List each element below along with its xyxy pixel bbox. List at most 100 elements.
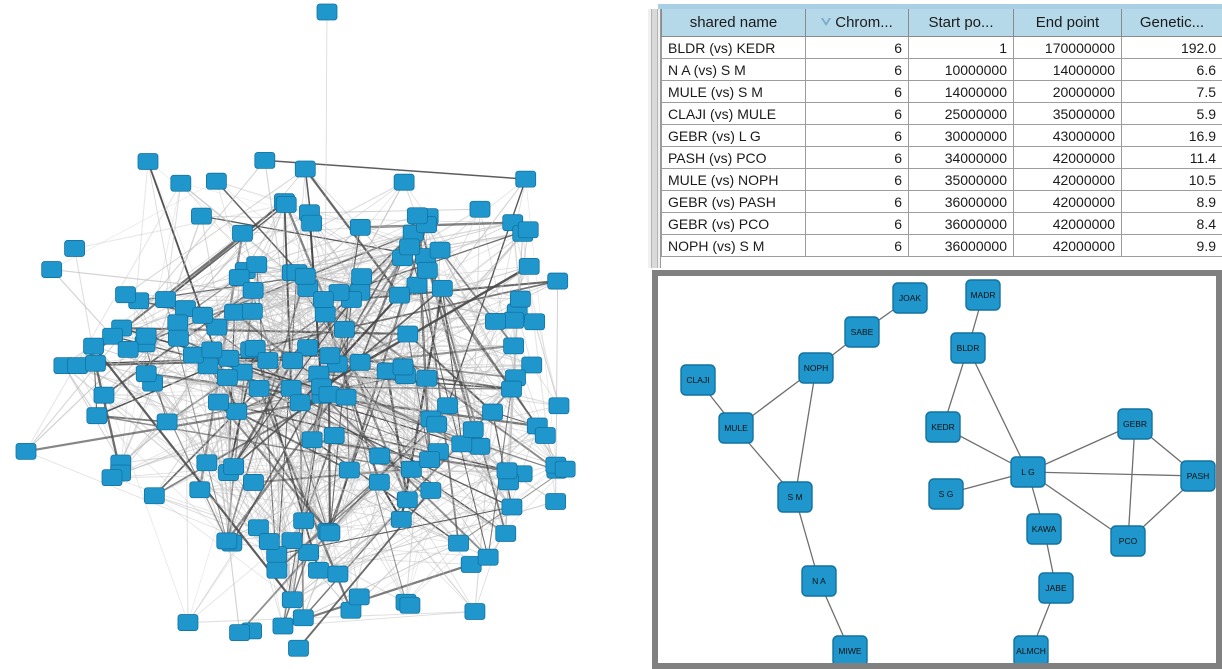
node-box[interactable]: [216, 369, 238, 386]
network-node[interactable]: [429, 241, 451, 259]
network-node[interactable]: [554, 460, 576, 478]
network-node[interactable]: SABE: [844, 316, 880, 348]
network-node[interactable]: [170, 174, 192, 192]
node-box[interactable]: [297, 339, 319, 357]
node-box[interactable]: [393, 173, 415, 191]
node-box[interactable]: [1013, 635, 1049, 663]
network-node[interactable]: [495, 525, 517, 542]
network-node[interactable]: [416, 369, 438, 387]
network-node[interactable]: S G: [928, 478, 964, 510]
node-box[interactable]: [503, 337, 525, 355]
node-box[interactable]: [93, 386, 115, 404]
node-box[interactable]: [191, 207, 212, 225]
network-node[interactable]: [294, 160, 316, 178]
sub-network-canvas[interactable]: JOAK SABE NOPH CLAJI MULE S M N A MIWE MADR BLDR K…: [658, 276, 1216, 663]
node-box[interactable]: [218, 349, 240, 367]
node-box[interactable]: [246, 256, 268, 274]
node-box[interactable]: [1180, 460, 1216, 492]
node-box[interactable]: [314, 305, 336, 323]
network-node[interactable]: [547, 272, 569, 290]
network-node[interactable]: [338, 461, 360, 479]
network-node[interactable]: [503, 311, 525, 329]
network-node[interactable]: [524, 313, 546, 331]
network-node[interactable]: [399, 596, 421, 614]
node-box[interactable]: [1110, 525, 1146, 557]
node-box[interactable]: [406, 207, 428, 225]
node-box[interactable]: [137, 153, 159, 170]
network-node[interactable]: S M: [777, 481, 813, 513]
network-node[interactable]: [314, 305, 336, 323]
node-box[interactable]: [496, 462, 518, 480]
node-box[interactable]: [801, 565, 837, 597]
node-box[interactable]: [216, 532, 238, 550]
node-box[interactable]: [156, 413, 178, 431]
node-box[interactable]: [289, 394, 311, 412]
table-body[interactable]: BLDR (vs) KEDR 6 1 170000000 192.0 N A (vs) S…: [661, 36, 1222, 257]
table-row[interactable]: GEBR (vs) L G 6 30000000 43000000 16.9: [661, 124, 1222, 147]
network-node[interactable]: [266, 561, 288, 579]
node-box[interactable]: [335, 388, 357, 406]
network-node[interactable]: [298, 544, 320, 561]
node-box[interactable]: [777, 481, 813, 513]
network-node[interactable]: [448, 534, 469, 552]
node-box[interactable]: [429, 241, 451, 259]
node-box[interactable]: [319, 347, 341, 365]
table-row[interactable]: CLAJI (vs) MULE 6 25000000 35000000 5.9: [661, 102, 1222, 125]
network-node[interactable]: [85, 354, 106, 372]
node-box[interactable]: [67, 357, 88, 375]
node-box[interactable]: [518, 257, 540, 275]
network-node[interactable]: [319, 524, 341, 542]
node-box[interactable]: [1026, 513, 1062, 545]
node-box[interactable]: [254, 152, 276, 169]
network-node[interactable]: CLAJI: [680, 364, 716, 396]
network-node[interactable]: [392, 358, 414, 376]
table-row[interactable]: NOPH (vs) S M 6 36000000 42000000 9.9: [661, 234, 1222, 257]
node-box[interactable]: [294, 160, 316, 178]
node-box[interactable]: [242, 282, 264, 299]
network-node[interactable]: [509, 290, 531, 308]
network-node[interactable]: [416, 261, 438, 279]
network-node[interactable]: [396, 491, 418, 509]
network-node[interactable]: [224, 303, 245, 321]
network-node[interactable]: [156, 413, 178, 431]
network-node[interactable]: [177, 614, 199, 631]
network-node[interactable]: [257, 352, 279, 369]
node-box[interactable]: [41, 261, 63, 278]
network-node[interactable]: [301, 431, 323, 449]
node-box[interactable]: [301, 431, 323, 449]
network-node[interactable]: [246, 256, 268, 274]
network-node[interactable]: [218, 349, 240, 367]
network-node[interactable]: [183, 346, 204, 364]
node-box[interactable]: [451, 435, 473, 453]
network-node[interactable]: [503, 337, 525, 355]
node-box[interactable]: [117, 340, 139, 358]
column-header-genetic[interactable]: Genetic...: [1121, 9, 1222, 37]
node-box[interactable]: [155, 291, 176, 308]
node-box[interactable]: [416, 369, 438, 387]
node-box[interactable]: [257, 352, 279, 369]
network-node[interactable]: [312, 291, 334, 308]
network-node[interactable]: [319, 347, 341, 365]
node-box[interactable]: [464, 603, 486, 620]
network-node[interactable]: [496, 462, 518, 480]
network-node[interactable]: N A: [801, 565, 837, 597]
network-node[interactable]: MIWE: [832, 635, 868, 663]
node-box[interactable]: [448, 534, 469, 552]
network-node[interactable]: GEBR: [1117, 408, 1153, 440]
network-node[interactable]: [431, 279, 453, 297]
network-node[interactable]: JOAK: [892, 282, 928, 314]
table-row[interactable]: MULE (vs) NOPH 6 35000000 42000000 10.5: [661, 168, 1222, 191]
network-node[interactable]: [282, 352, 303, 370]
network-node[interactable]: [406, 207, 428, 225]
network-node[interactable]: [389, 286, 410, 304]
network-node[interactable]: [64, 240, 85, 257]
node-box[interactable]: [680, 364, 716, 396]
network-node[interactable]: [399, 238, 420, 256]
node-box[interactable]: [115, 286, 136, 304]
node-box[interactable]: [509, 290, 531, 308]
network-node[interactable]: [545, 493, 567, 510]
network-node[interactable]: [167, 314, 189, 332]
node-box[interactable]: [205, 172, 227, 190]
network-node[interactable]: [426, 415, 448, 433]
network-node[interactable]: MADR: [965, 279, 1001, 311]
